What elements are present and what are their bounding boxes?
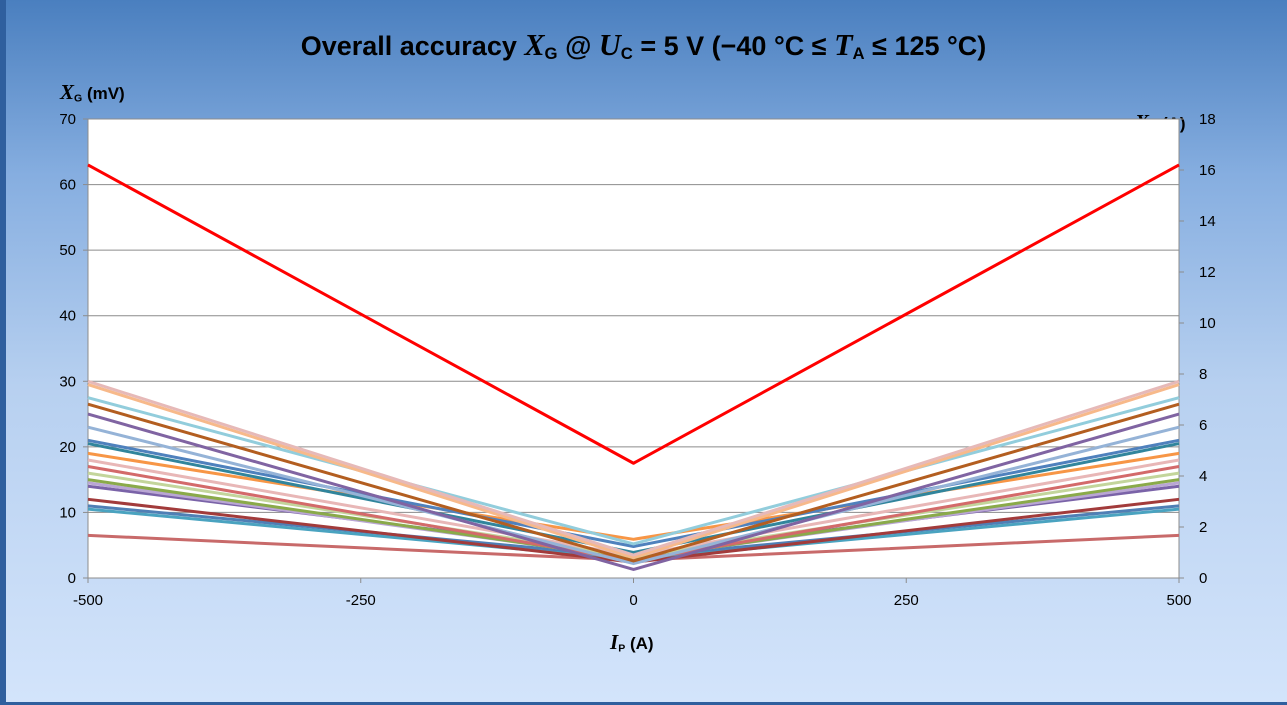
y-left-tick-label: 50 (59, 242, 76, 259)
y-right-tick-label: 8 (1199, 366, 1207, 383)
y-left-tick-label: 0 (68, 570, 76, 587)
x-axis-title: IP (A) (610, 630, 654, 655)
x-tick-label: -250 (346, 592, 376, 609)
y-left-tick-label: 70 (59, 111, 76, 128)
series-line (87, 379, 1180, 557)
y-right-tick-label: 6 (1199, 417, 1207, 434)
y-right-tick-label: 16 (1199, 162, 1216, 179)
series-line (87, 442, 1180, 554)
y-right-tick-label: 4 (1199, 468, 1207, 485)
x-tick-label: -500 (73, 592, 103, 609)
chart-title: Overall accuracy XG @ UC = 5 V (−40 °C ≤… (300, 28, 987, 64)
y-right-tick-label: 0 (1199, 570, 1207, 587)
series-line (87, 402, 1180, 563)
series-line (87, 412, 1180, 571)
y-right-tick-label: 14 (1199, 213, 1216, 230)
y-left-tick-label: 30 (59, 373, 76, 390)
x-tick-label: 500 (1166, 592, 1191, 609)
y-left-tick-label: 40 (59, 308, 76, 325)
series-line (87, 425, 1180, 566)
series-line (87, 451, 1180, 541)
x-tick-label: 0 (629, 592, 637, 609)
y-right-tick-label: 10 (1199, 315, 1216, 332)
y-left-tick-label: 10 (59, 504, 76, 521)
series-line (87, 438, 1180, 549)
y-right-tick-label: 18 (1199, 111, 1216, 128)
y-right-tick-label: 12 (1199, 264, 1216, 281)
series-line (87, 163, 1180, 465)
y-left-tick-label: 60 (59, 177, 76, 194)
series-line (87, 383, 1180, 560)
y-left-tick-label: 20 (59, 439, 76, 456)
series-line (87, 396, 1180, 546)
y-right-tick-label: 2 (1199, 519, 1207, 536)
x-tick-label: 250 (894, 592, 919, 609)
plot-area (88, 119, 1179, 578)
y-axis-left-title: XG (mV) (60, 80, 125, 105)
